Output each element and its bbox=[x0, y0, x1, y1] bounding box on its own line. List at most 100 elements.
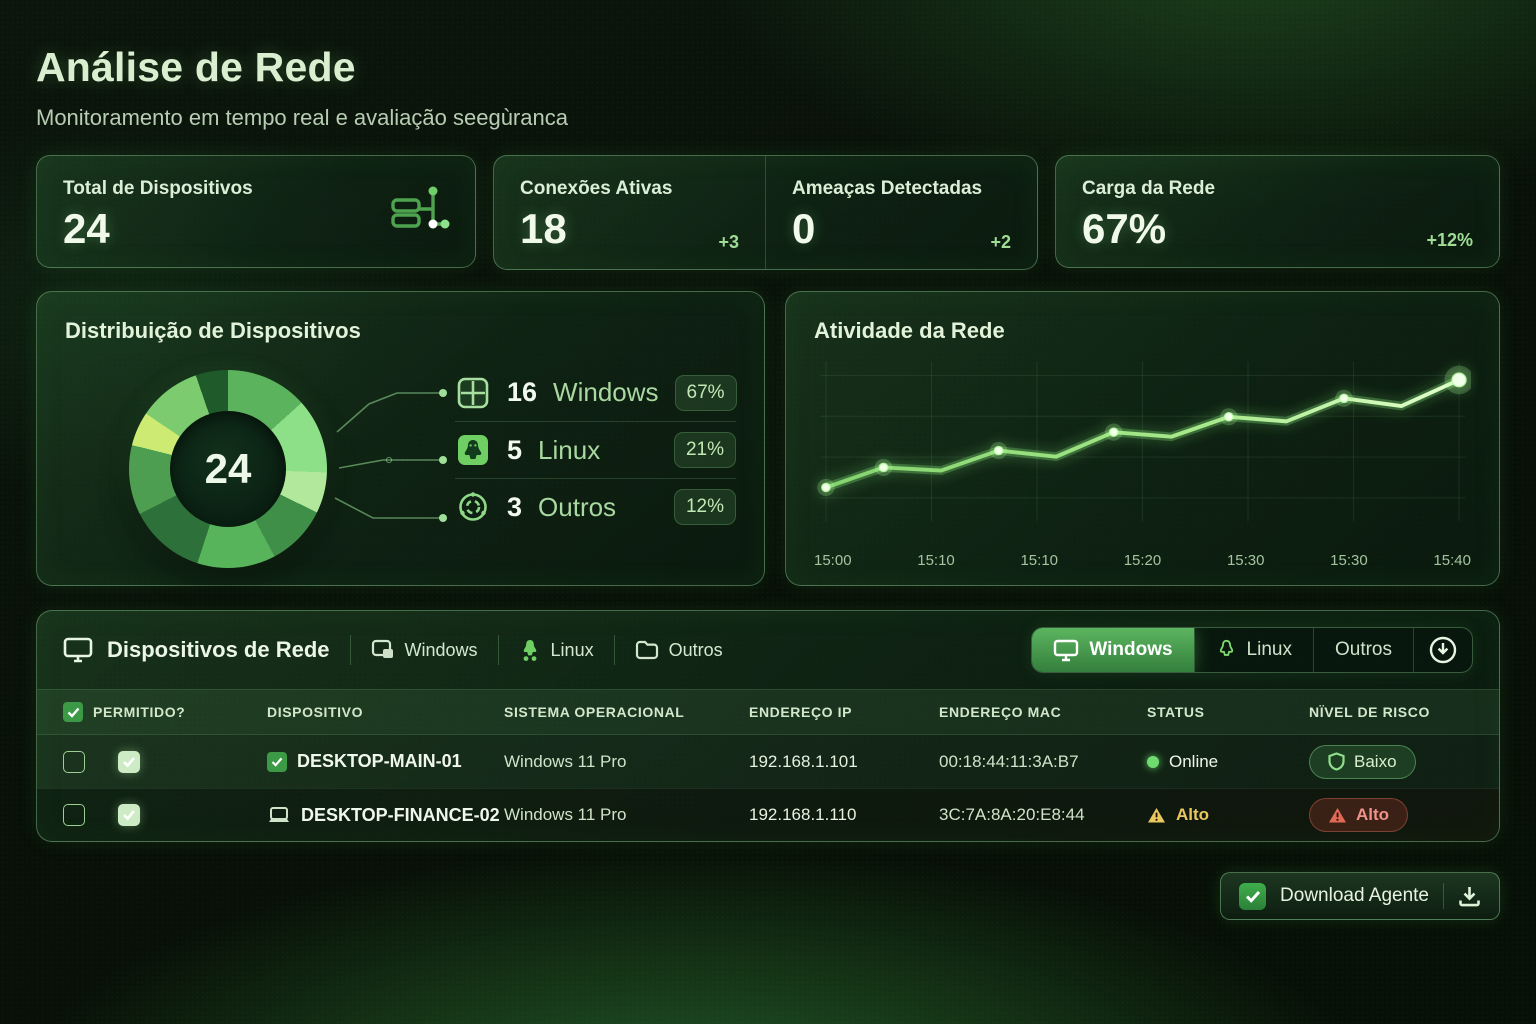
filter-windows[interactable]: Windows bbox=[371, 639, 478, 661]
stat-card-total-devices: Total de Dispositivos 24 bbox=[36, 155, 476, 268]
stat-threats-detected: Ameaças Detectadas 0 +2 bbox=[765, 156, 1037, 269]
network-devices-card: Dispositivos de Rede Windows Linux bbox=[36, 610, 1500, 842]
stat-value: 24 bbox=[63, 205, 110, 252]
x-tick: 15:30 bbox=[1226, 552, 1265, 569]
percent-badge: 67% bbox=[674, 374, 737, 411]
permitido-checkbox-checked[interactable] bbox=[118, 804, 140, 826]
stat-active-connections: Conexões Ativas 18 +3 bbox=[494, 156, 765, 269]
tab-outros[interactable]: Outros bbox=[1312, 628, 1413, 672]
stat-delta: +2 bbox=[990, 232, 1011, 252]
status-cell: Alto bbox=[1147, 805, 1309, 825]
donut-center: 24 bbox=[170, 411, 286, 527]
checkbox-checked-icon bbox=[1239, 882, 1267, 910]
column-nivel-de-risco: NÏVEL DE RISCO bbox=[1309, 704, 1430, 720]
linux-icon bbox=[455, 432, 491, 468]
device-name-cell: DESKTOP-FINANCE-02 bbox=[267, 805, 504, 826]
x-tick: 15:40 bbox=[1433, 552, 1471, 569]
folder-icon bbox=[635, 640, 659, 660]
table-header-row: PERMITIDO? DISPOSITIVO SISTEMA OPERACION… bbox=[37, 689, 1499, 735]
stat-delta: +12% bbox=[1426, 230, 1473, 250]
divider bbox=[613, 635, 615, 665]
column-dispositivo: DISPOSITIVO bbox=[267, 704, 364, 720]
divider bbox=[349, 635, 351, 665]
shield-icon bbox=[1328, 752, 1345, 771]
stat-label: Conexões Ativas bbox=[520, 178, 673, 199]
gear-icon bbox=[455, 489, 491, 525]
stat-value: 0 bbox=[792, 205, 816, 252]
table-row-desktop-main-01: DESKTOP-MAIN-01 Windows 11 Pro 192.168.1… bbox=[37, 735, 1499, 788]
permitido-checkbox-checked[interactable] bbox=[118, 750, 140, 773]
row-select-checkbox[interactable] bbox=[63, 804, 85, 826]
page-header: Análise de Rede Monitoramento em tempo r… bbox=[36, 0, 1500, 131]
percent-badge: 12% bbox=[673, 489, 736, 525]
laptop-icon bbox=[267, 806, 291, 825]
mac-cell: 00:18:44:11:3A:B7 bbox=[939, 751, 1079, 771]
column-sistema-operacional: SISTEMA OPERACIONAL bbox=[504, 704, 685, 720]
stat-label: Ameaças Detectadas bbox=[792, 178, 983, 199]
os-cell: Windows 11 Pro bbox=[504, 751, 627, 771]
stat-card-connections-threats: Conexões Ativas 18 +3 Ameaças Detectadas… bbox=[493, 155, 1038, 270]
risk-badge-low: Baixo bbox=[1309, 744, 1416, 779]
device-name-cell: DESKTOP-MAIN-01 bbox=[267, 751, 504, 772]
tab-linux[interactable]: Linux bbox=[1193, 628, 1313, 672]
tab-windows[interactable]: Windows bbox=[1032, 628, 1194, 672]
column-permitido: PERMITIDO? bbox=[63, 702, 267, 722]
permitido-cell bbox=[63, 804, 267, 826]
warning-triangle-icon bbox=[1147, 807, 1166, 824]
os-cell: Windows 11 Pro bbox=[504, 805, 627, 824]
page-title: Análise de Rede bbox=[36, 44, 356, 90]
status-cell: Online bbox=[1147, 752, 1309, 772]
stat-value: 67% bbox=[1082, 205, 1167, 252]
os-view-segmented-control: Windows Linux Outros bbox=[1031, 627, 1473, 673]
linux-icon bbox=[519, 638, 541, 662]
device-distribution-card: Distribuição de Dispositivos 24 bbox=[36, 291, 765, 586]
section-title: Atividade da Rede bbox=[814, 318, 1005, 343]
stat-cards-row: Total de Dispositivos 24 Conexões Ativas… bbox=[36, 155, 1500, 270]
monitor-icon bbox=[63, 637, 93, 663]
device-distribution-donut-chart: 24 bbox=[129, 370, 327, 568]
legend-item-windows: 16 Windows 67% bbox=[455, 364, 737, 421]
x-tick: 15:20 bbox=[1123, 552, 1162, 569]
percent-badge: 21% bbox=[673, 432, 736, 468]
stat-delta: +3 bbox=[718, 232, 739, 252]
download-circle-icon[interactable] bbox=[1413, 628, 1472, 672]
network-activity-line-chart bbox=[814, 354, 1471, 529]
page-subtitle: Monitoramento em tempo real e avaliação … bbox=[36, 105, 568, 130]
download-agent-button[interactable]: Download Agente bbox=[1220, 872, 1500, 920]
ip-cell: 192.168.1.101 bbox=[749, 751, 858, 771]
stat-card-network-load: Carga da Rede 67% +12% bbox=[1055, 155, 1500, 268]
network-activity-card: Atividade da Rede 15:00 15:10 15:10 15:2… bbox=[785, 291, 1500, 586]
risk-cell: Alto bbox=[1309, 798, 1473, 832]
verified-check-icon bbox=[267, 751, 287, 772]
stat-label: Total de Dispositivos bbox=[63, 178, 253, 199]
monitor-icon bbox=[1053, 639, 1079, 662]
column-endereco-mac: ENDEREÇO MAC bbox=[939, 704, 1062, 720]
filter-outros[interactable]: Outros bbox=[635, 640, 723, 661]
x-tick: 15:00 bbox=[814, 552, 852, 569]
filter-linux[interactable]: Linux bbox=[519, 638, 594, 662]
risk-cell: Baixo bbox=[1309, 744, 1473, 779]
devices-title: Dispositivos de Rede bbox=[63, 637, 330, 663]
x-axis-labels: 15:00 15:10 15:10 15:20 15:30 15:30 15:4… bbox=[814, 552, 1471, 569]
charts-row: Distribuição de Dispositivos 24 bbox=[36, 291, 1500, 586]
devices-card-header: Dispositivos de Rede Windows Linux bbox=[37, 611, 1499, 689]
warning-triangle-icon bbox=[1329, 807, 1346, 822]
download-icon bbox=[1458, 885, 1481, 907]
divider bbox=[497, 635, 499, 665]
windows-icon bbox=[455, 375, 491, 411]
mac-cell: 3C:7A:8A:20:E8:44 bbox=[939, 805, 1085, 824]
row-select-checkbox[interactable] bbox=[63, 750, 85, 773]
permitido-cell bbox=[63, 750, 267, 773]
x-tick: 15:10 bbox=[917, 552, 955, 569]
network-devices-icon bbox=[389, 184, 451, 240]
x-tick: 15:30 bbox=[1330, 552, 1368, 569]
column-status: STATUS bbox=[1147, 704, 1205, 720]
donut-legend: 16 Windows 67% 5 Linux 21% 3 bbox=[455, 364, 737, 535]
checkbox-checked-icon[interactable] bbox=[63, 702, 83, 722]
online-dot-icon bbox=[1147, 755, 1159, 768]
legend-item-outros: 3 Outros 12% bbox=[455, 478, 736, 535]
ip-cell: 192.168.1.110 bbox=[749, 805, 857, 824]
footer-actions: Download Agente bbox=[36, 872, 1500, 920]
stat-value: 18 bbox=[520, 205, 567, 252]
linux-icon bbox=[1216, 639, 1237, 661]
